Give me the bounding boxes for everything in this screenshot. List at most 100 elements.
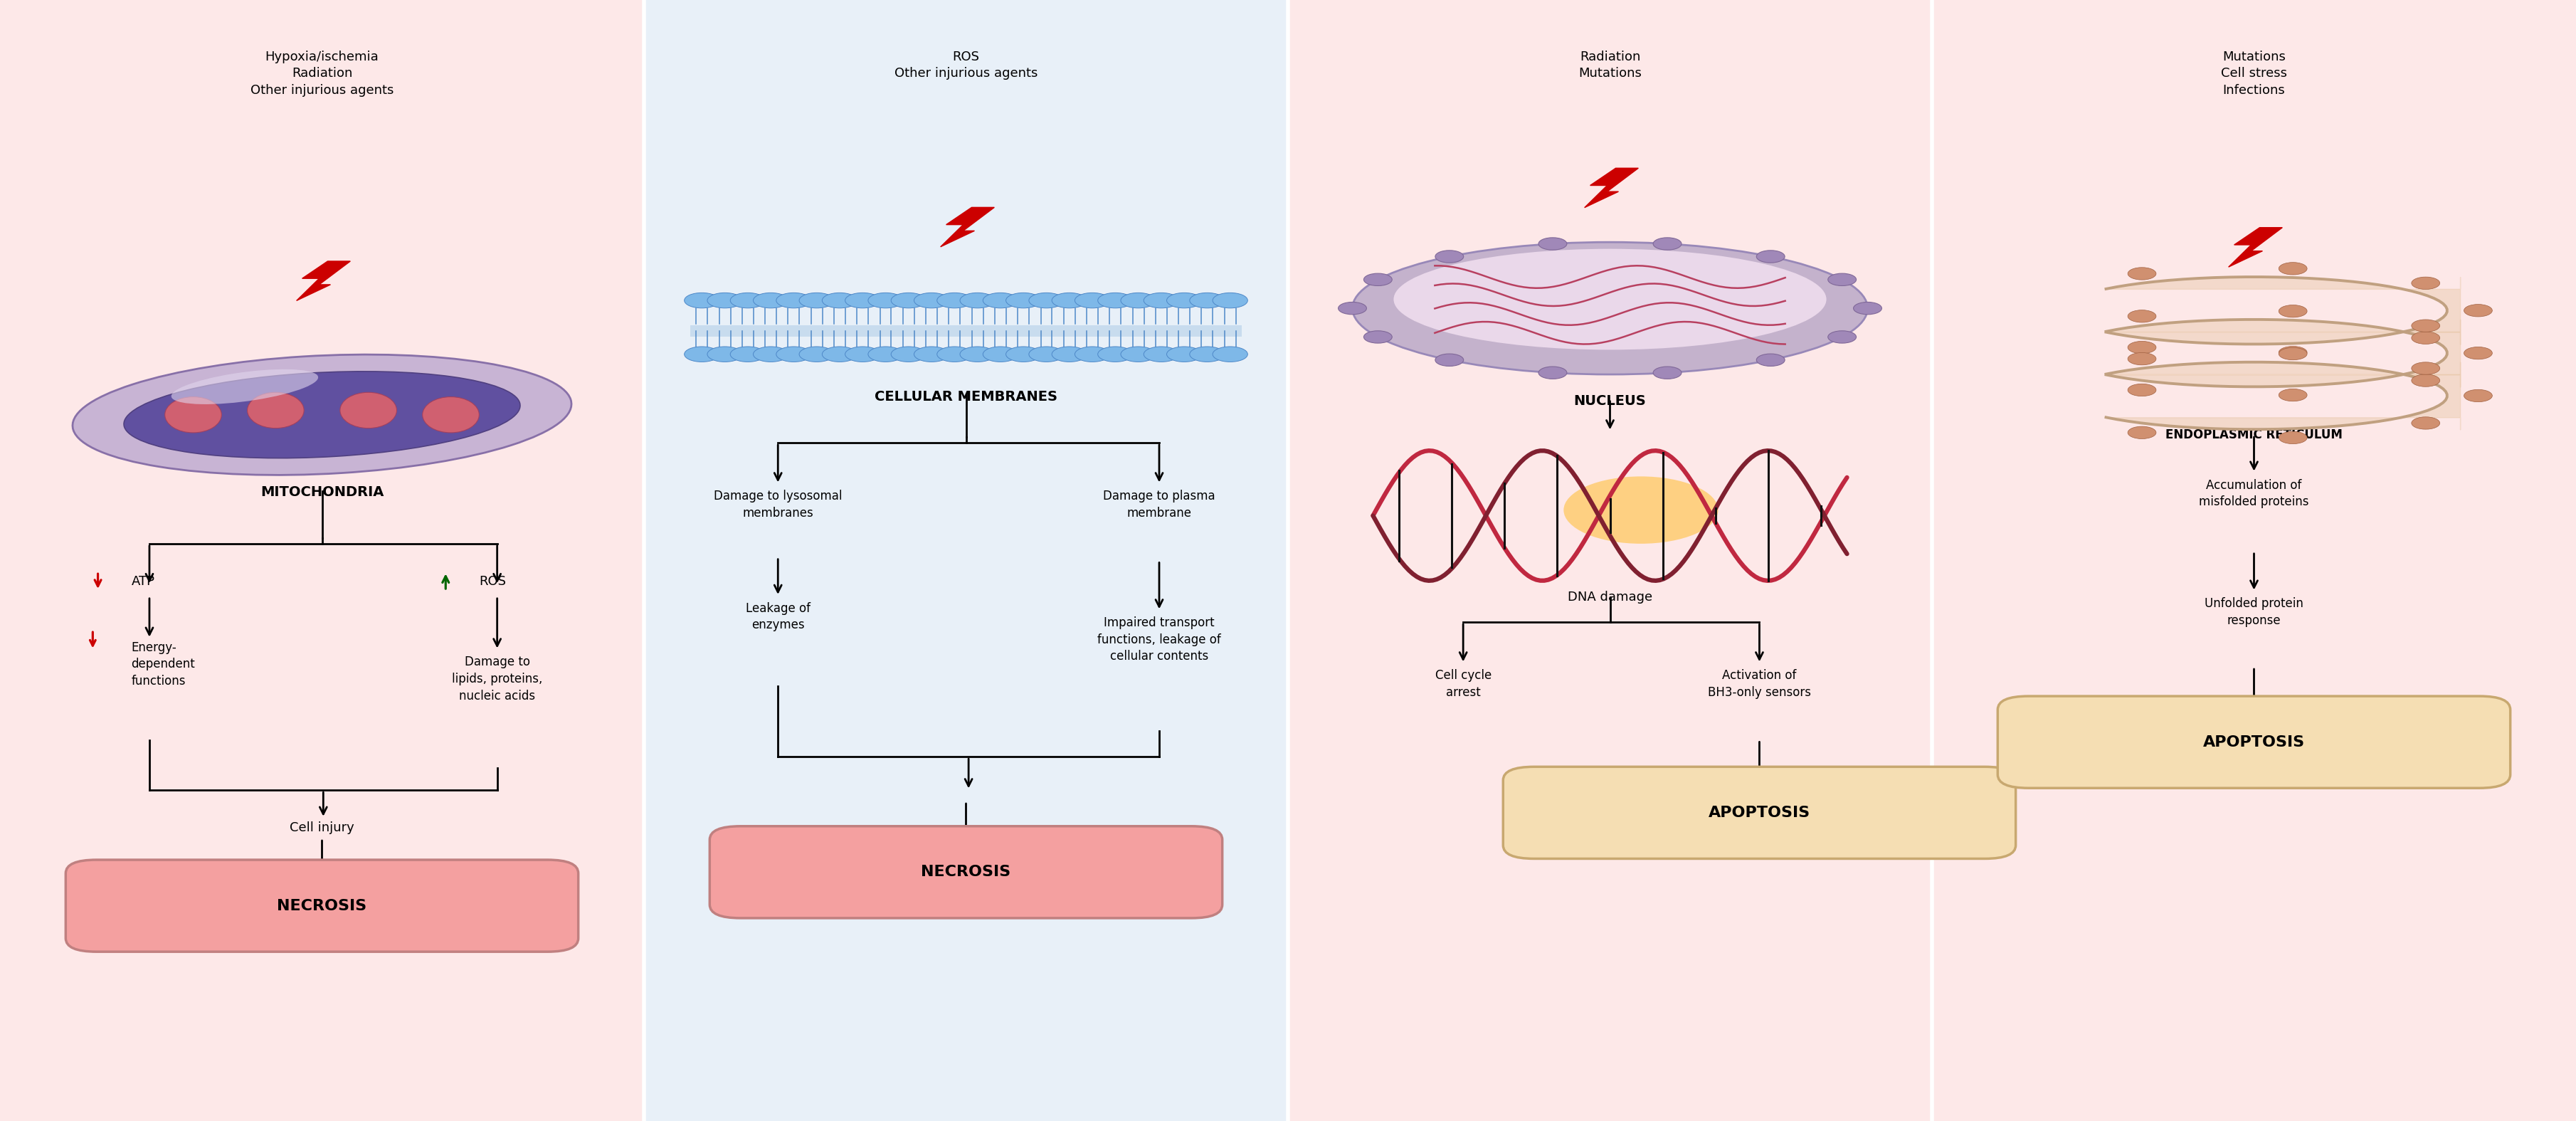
Circle shape bbox=[2411, 374, 2439, 387]
FancyBboxPatch shape bbox=[67, 860, 577, 952]
Circle shape bbox=[708, 346, 742, 362]
Circle shape bbox=[1340, 303, 1365, 314]
Circle shape bbox=[2128, 353, 2156, 365]
Text: ROS
Other injurious agents: ROS Other injurious agents bbox=[894, 50, 1038, 80]
Circle shape bbox=[938, 346, 971, 362]
Circle shape bbox=[2411, 332, 2439, 344]
Circle shape bbox=[2411, 362, 2439, 374]
Circle shape bbox=[1654, 367, 1682, 379]
Circle shape bbox=[1051, 293, 1087, 308]
Text: NECROSIS: NECROSIS bbox=[922, 865, 1010, 879]
Circle shape bbox=[1005, 346, 1041, 362]
Text: Cell injury: Cell injury bbox=[289, 822, 355, 834]
Circle shape bbox=[799, 293, 835, 308]
Circle shape bbox=[2463, 304, 2494, 316]
Circle shape bbox=[1757, 354, 1785, 367]
Circle shape bbox=[2411, 319, 2439, 332]
Text: MITOCHONDRIA: MITOCHONDRIA bbox=[260, 485, 384, 499]
Circle shape bbox=[1167, 346, 1203, 362]
Circle shape bbox=[2463, 348, 2494, 359]
Text: APOPTOSIS: APOPTOSIS bbox=[2202, 735, 2306, 749]
Circle shape bbox=[2411, 277, 2439, 289]
Text: Radiation
Mutations: Radiation Mutations bbox=[1579, 50, 1641, 80]
Text: NUCLEUS: NUCLEUS bbox=[1574, 395, 1646, 408]
Circle shape bbox=[2280, 432, 2308, 444]
Circle shape bbox=[2280, 305, 2308, 317]
Circle shape bbox=[2280, 348, 2308, 360]
Text: APOPTOSIS: APOPTOSIS bbox=[1708, 806, 1811, 819]
Polygon shape bbox=[296, 261, 350, 300]
Ellipse shape bbox=[340, 392, 397, 428]
Circle shape bbox=[822, 293, 858, 308]
Ellipse shape bbox=[72, 354, 572, 475]
Circle shape bbox=[1829, 331, 1857, 343]
Circle shape bbox=[1435, 250, 1463, 262]
Circle shape bbox=[752, 346, 788, 362]
Circle shape bbox=[2411, 417, 2439, 429]
Ellipse shape bbox=[124, 371, 520, 458]
Ellipse shape bbox=[1352, 242, 1868, 374]
Circle shape bbox=[775, 346, 811, 362]
Circle shape bbox=[984, 346, 1018, 362]
Circle shape bbox=[868, 293, 904, 308]
Bar bbox=[1288, 0, 1932, 1121]
Circle shape bbox=[2463, 390, 2494, 402]
Circle shape bbox=[1074, 293, 1110, 308]
Bar bbox=[690, 325, 1242, 336]
Text: Unfolded protein
response: Unfolded protein response bbox=[2205, 597, 2303, 627]
Circle shape bbox=[891, 293, 927, 308]
Text: Damage to plasma
membrane: Damage to plasma membrane bbox=[1103, 490, 1216, 519]
Circle shape bbox=[914, 346, 948, 362]
Circle shape bbox=[822, 346, 858, 362]
Text: Damage to lysosomal
membranes: Damage to lysosomal membranes bbox=[714, 490, 842, 519]
Text: CELLULAR MEMBRANES: CELLULAR MEMBRANES bbox=[876, 390, 1056, 404]
Circle shape bbox=[1190, 293, 1224, 308]
Text: Accumulation of
misfolded proteins: Accumulation of misfolded proteins bbox=[2200, 479, 2308, 508]
Ellipse shape bbox=[422, 397, 479, 433]
Circle shape bbox=[752, 293, 788, 308]
Circle shape bbox=[708, 293, 742, 308]
Circle shape bbox=[961, 346, 994, 362]
Circle shape bbox=[1213, 293, 1247, 308]
Polygon shape bbox=[940, 207, 994, 247]
Bar bbox=[644, 0, 1288, 1121]
Circle shape bbox=[1097, 293, 1133, 308]
Circle shape bbox=[1028, 346, 1064, 362]
Text: Cell cycle
arrest: Cell cycle arrest bbox=[1435, 669, 1492, 698]
Circle shape bbox=[1144, 346, 1180, 362]
Circle shape bbox=[1028, 293, 1064, 308]
Text: Hypoxia/ischemia
Radiation
Other injurious agents: Hypoxia/ischemia Radiation Other injurio… bbox=[250, 50, 394, 96]
Circle shape bbox=[2280, 389, 2308, 401]
Circle shape bbox=[2128, 383, 2156, 396]
Circle shape bbox=[1855, 303, 1880, 314]
Circle shape bbox=[868, 346, 904, 362]
Circle shape bbox=[1005, 293, 1041, 308]
Circle shape bbox=[845, 293, 881, 308]
Text: ENDOPLASMIC RETICULUM: ENDOPLASMIC RETICULUM bbox=[2166, 428, 2342, 441]
Circle shape bbox=[1051, 346, 1087, 362]
Circle shape bbox=[1097, 346, 1133, 362]
Circle shape bbox=[2280, 262, 2308, 275]
Circle shape bbox=[1757, 250, 1785, 262]
Circle shape bbox=[938, 293, 971, 308]
Text: NECROSIS: NECROSIS bbox=[278, 899, 366, 912]
Circle shape bbox=[2128, 311, 2156, 323]
Circle shape bbox=[1538, 238, 1566, 250]
Circle shape bbox=[1538, 367, 1566, 379]
Circle shape bbox=[1363, 274, 1391, 286]
FancyBboxPatch shape bbox=[1504, 767, 2014, 859]
Circle shape bbox=[1190, 346, 1224, 362]
Circle shape bbox=[685, 346, 719, 362]
Text: Energy-
dependent
functions: Energy- dependent functions bbox=[131, 641, 196, 687]
Bar bbox=[0, 0, 644, 1121]
Ellipse shape bbox=[170, 369, 319, 405]
Ellipse shape bbox=[247, 392, 304, 428]
Circle shape bbox=[729, 293, 765, 308]
Circle shape bbox=[1435, 354, 1463, 367]
Text: Activation of
BH3-only sensors: Activation of BH3-only sensors bbox=[1708, 669, 1811, 698]
Circle shape bbox=[2280, 346, 2308, 359]
Polygon shape bbox=[2228, 228, 2282, 267]
Ellipse shape bbox=[1394, 249, 1826, 350]
Polygon shape bbox=[1584, 168, 1638, 207]
Circle shape bbox=[891, 346, 927, 362]
